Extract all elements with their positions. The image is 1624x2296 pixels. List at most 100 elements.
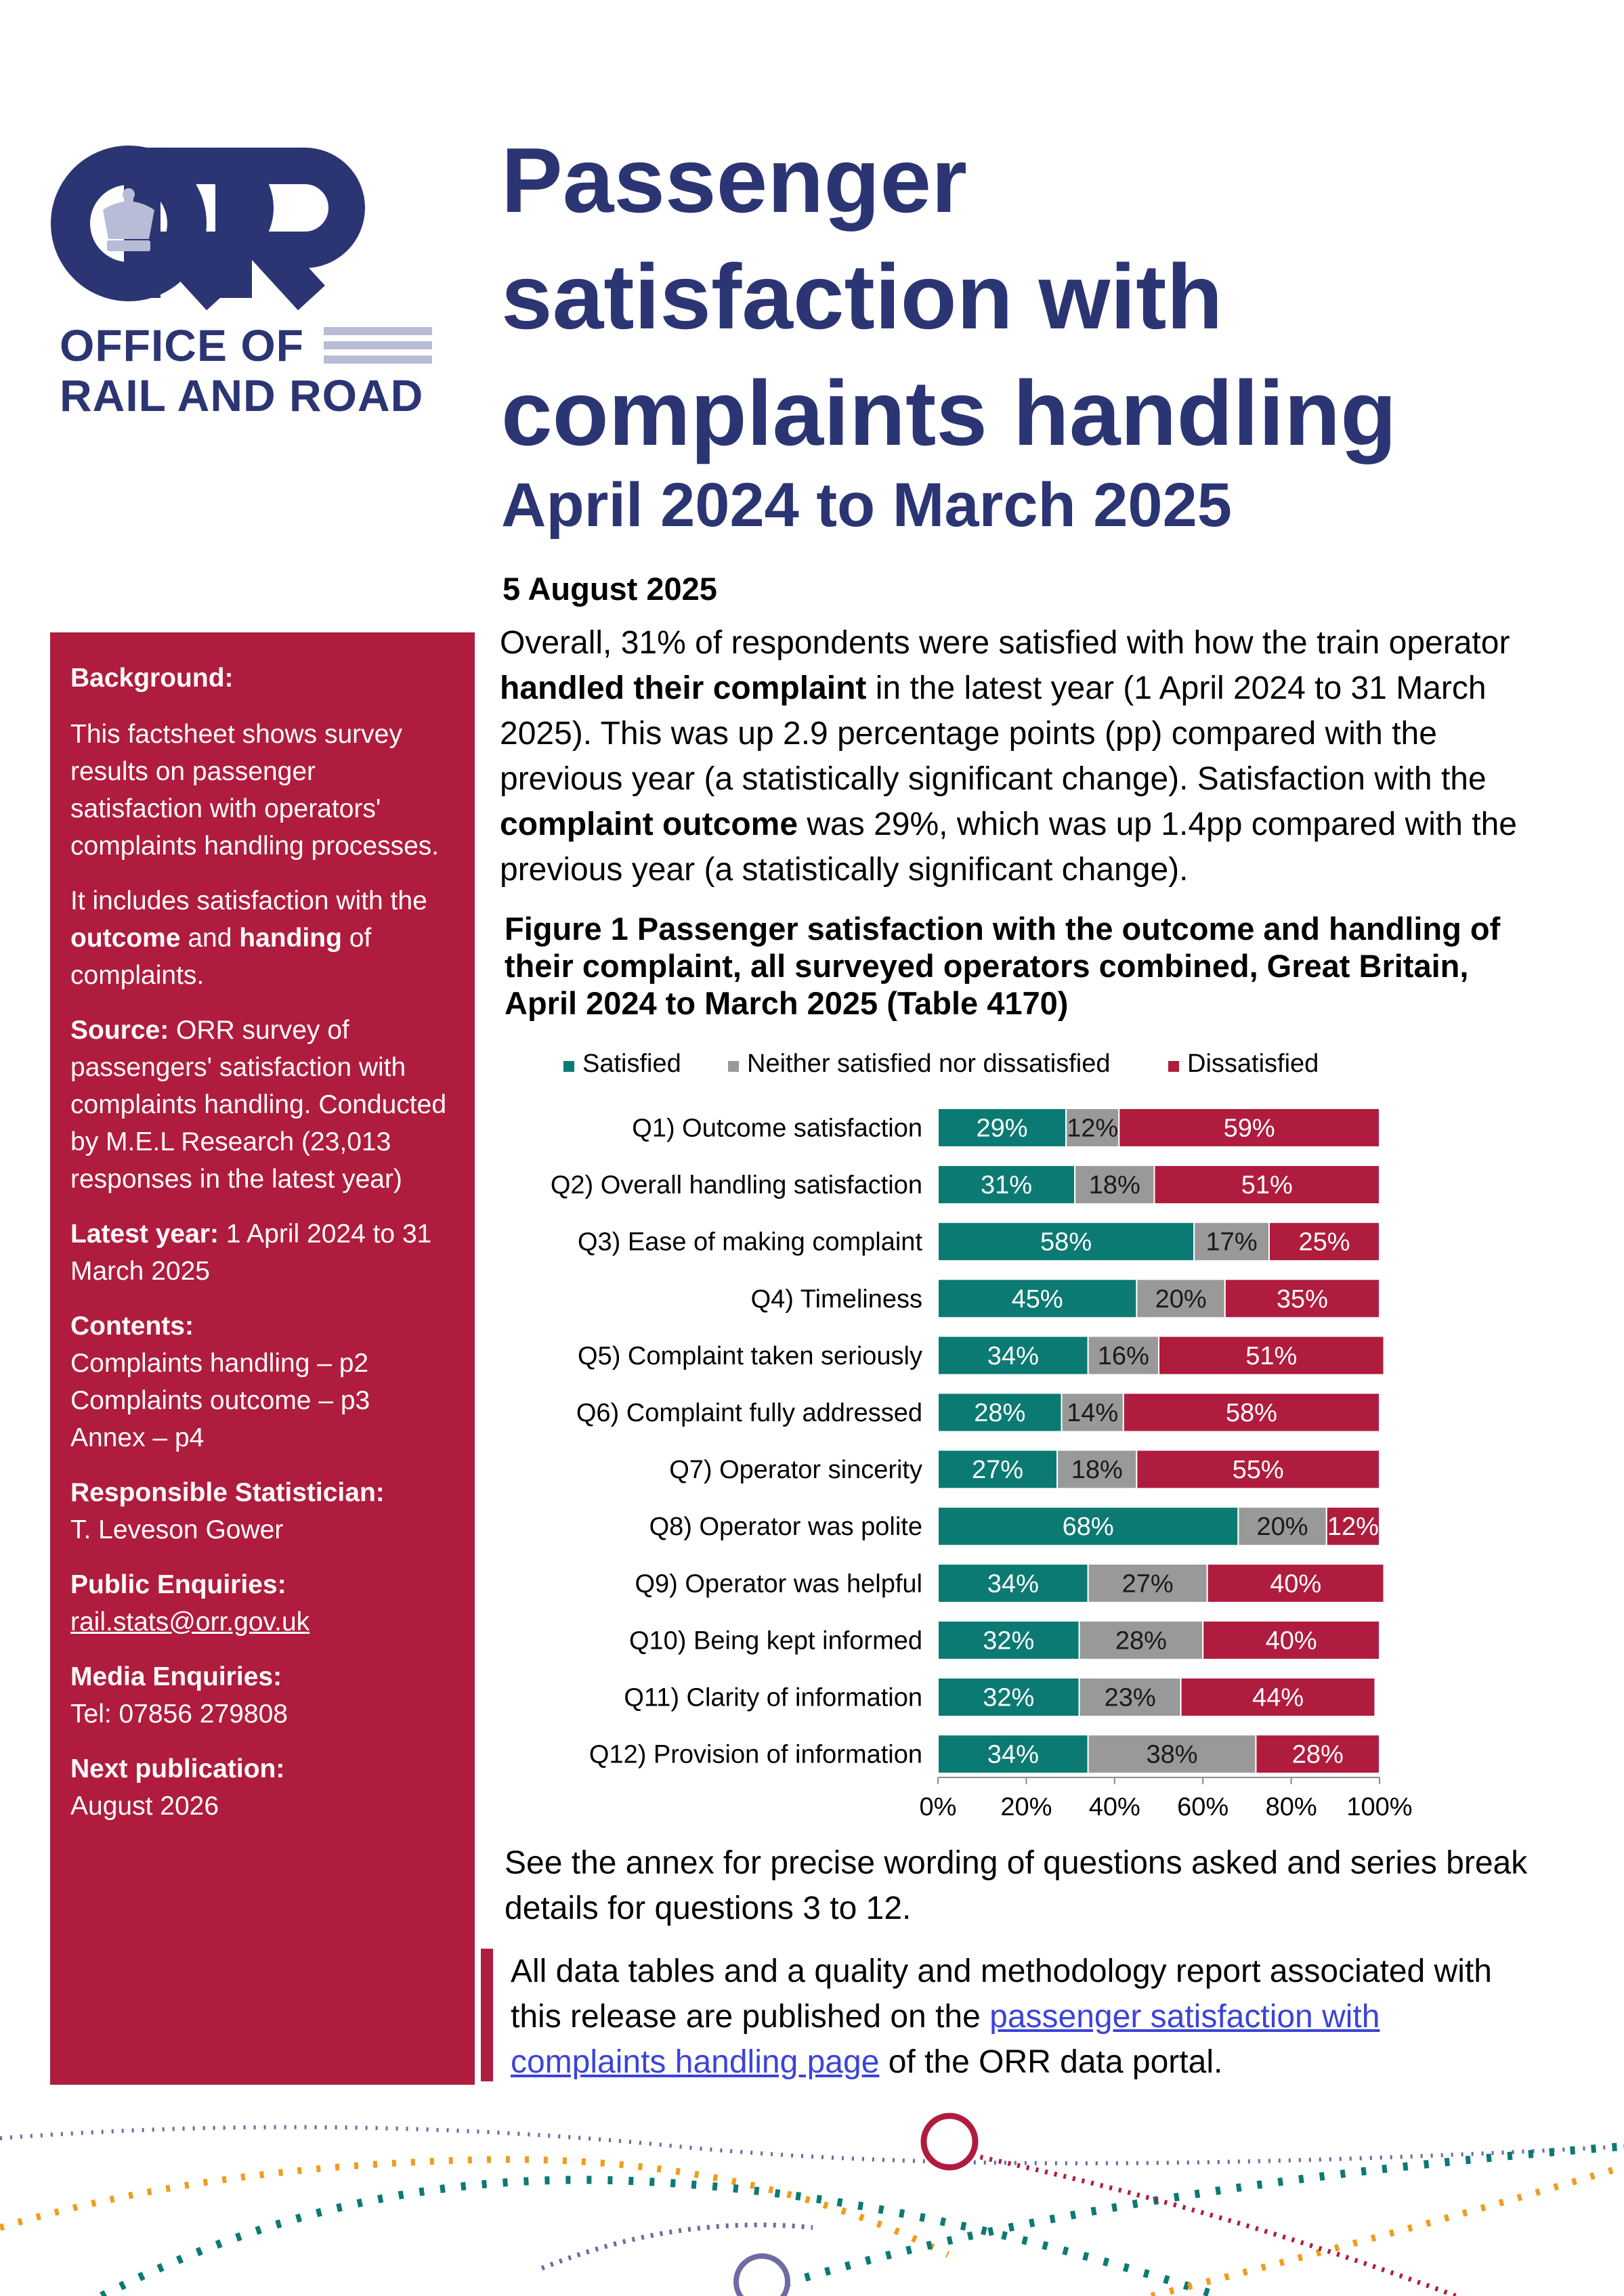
bar-segment [1153,1165,1380,1205]
crown-icon [103,188,154,251]
orr-letters-graphic [51,146,365,311]
data-label: 35% [1277,1285,1328,1314]
bar-segment [1255,1734,1380,1775]
media-telephone: Tel: 07856 279808 [70,1699,288,1729]
category-label: Q2) Overall handling satisfaction [551,1171,922,1200]
statistician-section: Responsible Statistician: T. Leveson Gow… [70,1474,454,1548]
background-text: This factsheet shows survey results on p… [70,720,440,861]
background-p2d: handing [239,924,342,953]
title-line-1: Passenger [501,129,967,232]
data-label: 34% [987,1569,1039,1598]
data-label: 12% [1327,1513,1379,1541]
bar-segment [1136,1449,1381,1490]
data-label: 14% [1067,1399,1118,1427]
decorative-track-pattern [0,2113,1624,2296]
category-label: Q3) Ease of making complaint [578,1228,922,1257]
background-p2c: and [180,924,240,953]
bar-segment [1078,1620,1204,1660]
data-label: 38% [1147,1741,1198,1769]
logo-line-1: OFFICE OF [60,320,304,370]
bar-segment [1158,1335,1385,1376]
bar-segment [1325,1506,1381,1546]
data-label: 25% [1298,1228,1350,1257]
category-label: Q9) Operator was helpful [635,1569,922,1598]
category-label: Q8) Operator was polite [649,1513,922,1541]
data-label: 23% [1105,1684,1156,1712]
data-label: 18% [1089,1171,1140,1200]
data-label: 58% [1226,1399,1277,1427]
data-label: 20% [1257,1513,1308,1541]
public-email-link[interactable]: rail.stats@orr.gov.uk [70,1607,310,1637]
background-p2b: outcome [70,924,181,953]
callout-text-post: of the ORR data portal. [879,2044,1223,2080]
logo-stripes [324,327,432,365]
bar-segment [937,1506,1239,1546]
data-label: 58% [1040,1228,1092,1257]
data-label: 44% [1252,1684,1304,1712]
data-portal-callout: All data tables and a quality and method… [481,1949,1551,2081]
legend-swatch [1168,1061,1179,1072]
page-title: Passenger satisfaction with complaints h… [501,122,1558,471]
data-label: 18% [1071,1456,1123,1484]
data-label: 40% [1266,1626,1317,1655]
category-label: Q11) Clarity of information [624,1684,922,1712]
latest-year-text: 1 April 2024 to 31 March 2025 [70,1219,432,1286]
legend-label: Satisfied [582,1049,681,1078]
x-tick-label: 0% [920,1793,957,1821]
data-label: 40% [1270,1569,1321,1598]
data-label: 28% [1292,1741,1344,1769]
bar-segment [937,1563,1089,1603]
data-label: 16% [1098,1342,1149,1370]
background-p2a: It includes satisfaction with the [70,886,427,915]
public-enquiries-heading: Public Enquiries: [70,1570,286,1599]
legend-label: Dissatisfied [1187,1049,1319,1078]
x-tick-label: 40% [1089,1793,1140,1821]
legend-swatch [563,1061,574,1072]
data-label: 12% [1067,1114,1118,1143]
bar-segment [1206,1563,1385,1603]
bar-segment [937,1449,1059,1490]
legend-swatch [728,1061,739,1072]
title-line-3: complaints handling [501,362,1397,464]
statistician-heading: Responsible Statistician: [70,1478,385,1507]
data-label: 55% [1233,1456,1284,1484]
statistician-name: T. Leveson Gower [70,1515,284,1544]
bar-segment [1268,1221,1380,1262]
category-label: Q5) Complaint taken seriously [578,1342,922,1370]
bar-segment [1118,1108,1380,1148]
orr-logo: OFFICE OF RAIL AND ROAD [47,146,440,420]
contents-item[interactable]: Complaints handling – p2 [70,1349,369,1378]
bar-segment [1237,1506,1327,1546]
data-label: 27% [972,1456,1023,1484]
bar-segment [937,1392,1063,1433]
latest-year-heading: Latest year: [70,1219,219,1249]
title-line-2: satisfaction with [501,245,1223,348]
data-label: 28% [1115,1626,1167,1655]
x-tick-label: 100% [1346,1793,1412,1821]
page-subtitle: April 2024 to March 2025 [501,471,1232,540]
data-portal-link[interactable]: passenger satisfaction with complaints h… [511,1999,1380,2080]
latest-year-section: Latest year: 1 April 2024 to 31 March 20… [70,1215,454,1290]
data-label: 27% [1122,1569,1174,1598]
contents-item[interactable]: Complaints outcome – p3 [70,1386,370,1415]
data-label: 28% [974,1399,1025,1427]
bar-segment [1061,1392,1124,1433]
contents-heading: Contents: [70,1312,194,1341]
background-text-2: It includes satisfaction with the outcom… [70,882,454,994]
category-label: Q10) Being kept informed [629,1626,922,1655]
contents-item[interactable]: Annex – p4 [70,1423,205,1452]
callout-text-pre: All data tables and a quality and method… [511,1953,1492,2035]
x-tick-label: 80% [1266,1793,1317,1821]
background-heading: Background: [70,664,234,693]
data-label: 51% [1241,1171,1293,1200]
bar-segment [937,1278,1138,1319]
logo-line-2: RAIL AND ROAD [60,370,424,420]
bar-segment [1224,1278,1381,1319]
callout-text: All data tables and a quality and method… [511,1949,1540,2085]
next-publication-date: August 2026 [70,1792,219,1821]
title-block: Passenger satisfaction with complaints h… [501,122,1558,539]
contents-section: Contents: Complaints handling – p2 Compl… [70,1307,454,1456]
intro-text-1: Overall, 31% of respondents were satisfi… [500,625,1510,661]
bar-segment [1180,1677,1376,1717]
media-enquiries-heading: Media Enquiries: [70,1662,282,1691]
